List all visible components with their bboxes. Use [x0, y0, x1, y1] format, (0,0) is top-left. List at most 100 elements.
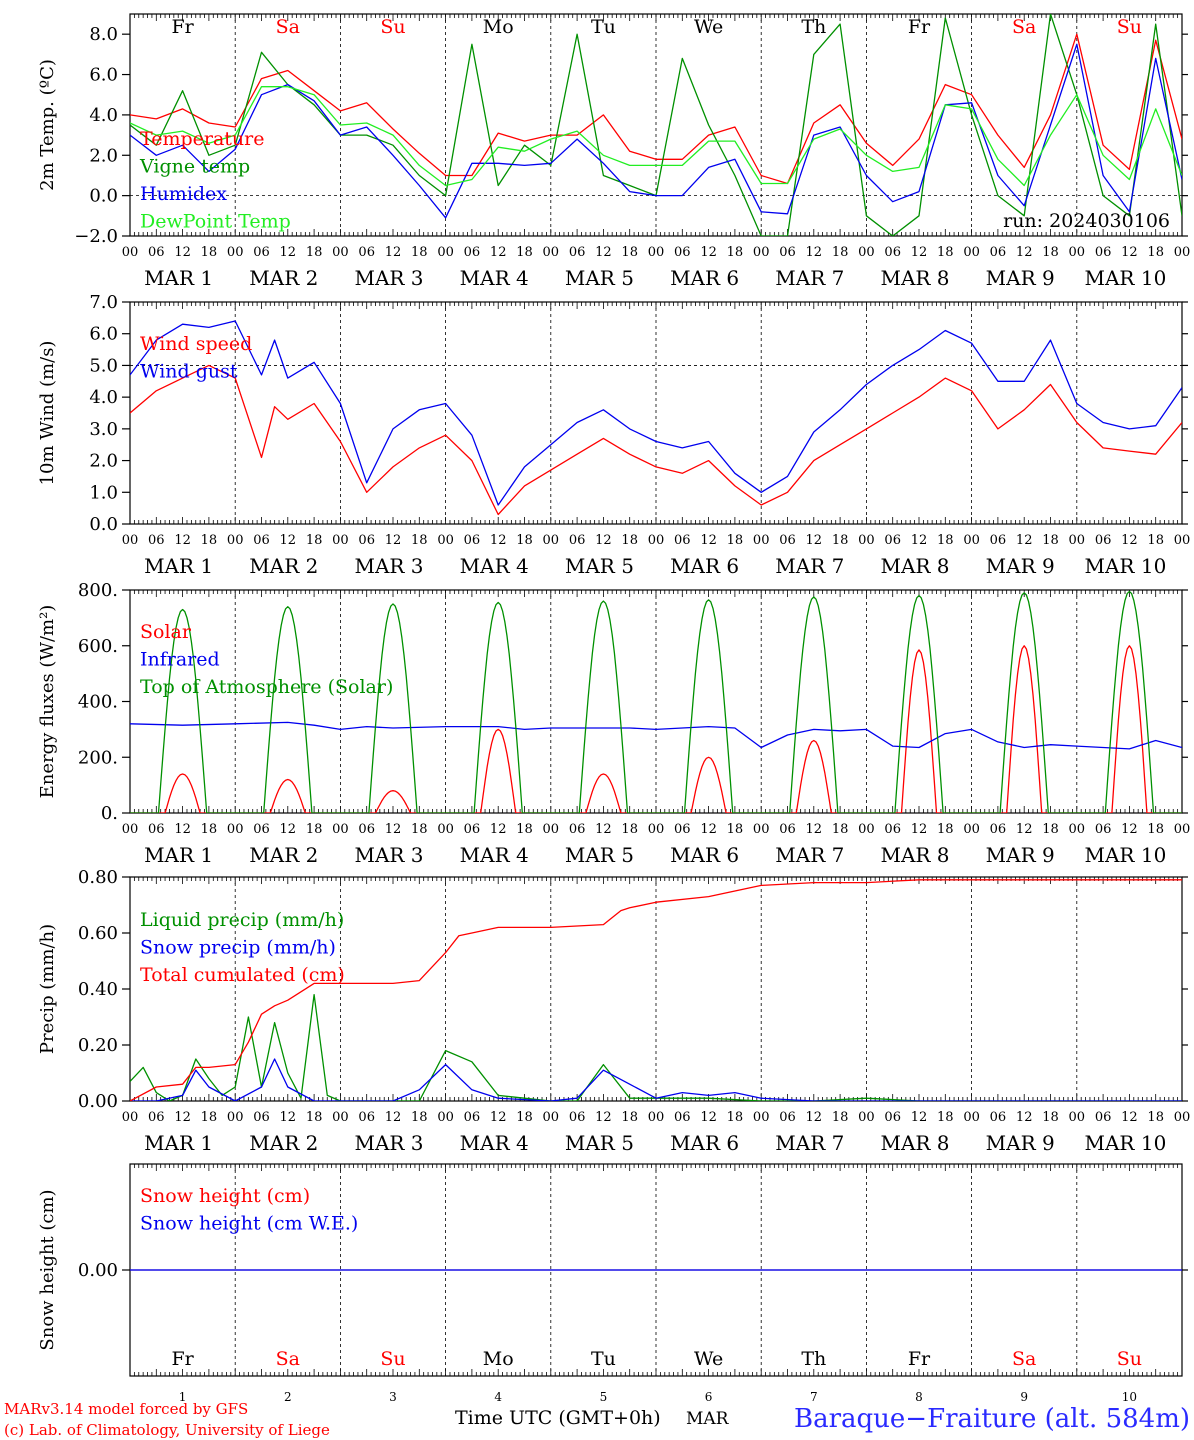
- x-hour-label: 06: [148, 533, 165, 548]
- x-hour-label: 06: [1095, 533, 1112, 548]
- x-date-label: MAR 6: [670, 1131, 739, 1155]
- x-hour-label: 06: [569, 533, 586, 548]
- x-date-label: MAR 3: [354, 266, 423, 290]
- y-tick-label: 5.0: [89, 355, 118, 376]
- x-hour-label: 00: [543, 533, 560, 548]
- x-hour-label: 18: [937, 1110, 954, 1125]
- x-hour-label: 12: [385, 1110, 402, 1125]
- day-number: 10: [1122, 1390, 1137, 1404]
- y-tick-label: 400.: [78, 692, 118, 713]
- x-hour-label: 12: [490, 245, 507, 260]
- day-name: Fr: [908, 1348, 931, 1370]
- x-hour-label: 00: [963, 533, 980, 548]
- y-tick-label: 8.0: [89, 24, 118, 45]
- y-axis-label: 2m Temp. (ºC): [37, 59, 58, 191]
- x-hour-label: 18: [306, 245, 323, 260]
- x-hour-label: 00: [122, 822, 139, 837]
- x-hour-label: 00: [227, 533, 244, 548]
- x-date-label: MAR 1: [144, 266, 213, 290]
- y-tick-label: 3.0: [89, 419, 118, 440]
- x-hour-label: 18: [621, 245, 638, 260]
- series-solar: [130, 645, 1182, 813]
- y-tick-label: 1.0: [89, 482, 118, 503]
- x-hour-label: 18: [411, 822, 428, 837]
- x-hour-label: 06: [253, 822, 270, 837]
- series-snow-precip-mm-h-: [130, 1058, 1182, 1101]
- x-hour-label: 12: [385, 533, 402, 548]
- x-hour-label: 00: [963, 1110, 980, 1125]
- series-dewpoint-temp: [130, 86, 1182, 187]
- x-hour-label: 18: [1147, 1110, 1164, 1125]
- y-axis-label: Snow height (cm): [37, 1189, 58, 1350]
- x-hour-label: 18: [937, 245, 954, 260]
- x-hour-label: 12: [1121, 1110, 1138, 1125]
- x-hour-label: 06: [884, 1110, 901, 1125]
- x-hour-label: 18: [306, 822, 323, 837]
- x-hour-label: 18: [621, 822, 638, 837]
- x-hour-label: 00: [437, 1110, 454, 1125]
- x-hour-label: 18: [201, 533, 218, 548]
- x-hour-label: 18: [201, 1110, 218, 1125]
- x-hour-label: 12: [174, 1110, 191, 1125]
- x-hour-label: 00: [227, 1110, 244, 1125]
- x-hour-label: 06: [779, 533, 796, 548]
- series-group: [130, 879, 1182, 1101]
- day-name: Su: [1117, 16, 1142, 38]
- x-hour-label: 00: [648, 1110, 665, 1125]
- x-hour-label: 06: [358, 1110, 375, 1125]
- x-date-label: MAR 7: [775, 266, 844, 290]
- panel-2: 0.0 1.0 2.0 3.0 4.0 5.0 6.0 7.0 10m Wind (m/s) 00…: [37, 292, 1190, 578]
- x-hour-label: 06: [779, 1110, 796, 1125]
- x-hour-label: 12: [700, 245, 717, 260]
- x-date-label: MAR 10: [1085, 843, 1167, 867]
- x-hour-label: 18: [1042, 533, 1059, 548]
- day-name: Mo: [483, 1348, 514, 1370]
- x-date-label: MAR 5: [565, 1131, 634, 1155]
- y-tick-label: −2.0: [74, 226, 118, 247]
- x-date-label: MAR 1: [144, 1131, 213, 1155]
- x-date-label: MAR 6: [670, 843, 739, 867]
- y-tick-label: 7.0: [89, 292, 118, 313]
- x-hour-label: 12: [280, 1110, 297, 1125]
- x-date-label: MAR 5: [565, 266, 634, 290]
- x-hour-label: 18: [832, 245, 849, 260]
- day-number: 9: [1020, 1390, 1028, 1404]
- x-hour-label: 18: [516, 245, 533, 260]
- footer-model-line2: (c) Lab. of Climatology, University of L…: [4, 1421, 330, 1439]
- x-hour-label: 12: [911, 245, 928, 260]
- x-date-label: MAR 10: [1085, 554, 1167, 578]
- x-date-label: MAR 3: [354, 843, 423, 867]
- x-hour-label: 12: [911, 822, 928, 837]
- x-hour-label: 18: [411, 245, 428, 260]
- legend-entry: Snow precip (mm/h): [140, 937, 336, 959]
- run-annotation: run: 2024030106: [1003, 210, 1170, 232]
- day-name: Fr: [171, 16, 194, 38]
- x-hour-label: 18: [1147, 245, 1164, 260]
- series-group: [130, 14, 1182, 236]
- x-hour-label: 00: [858, 533, 875, 548]
- x-hour-label: 06: [779, 245, 796, 260]
- x-date-label: MAR 7: [775, 554, 844, 578]
- x-hour-label: 18: [727, 245, 744, 260]
- legend-entry: Infrared: [140, 649, 220, 671]
- series-wind-gust: [130, 320, 1182, 506]
- day-name: Fr: [171, 1348, 194, 1370]
- x-hour-label: 00: [1174, 245, 1191, 260]
- x-hour-label: 18: [1147, 822, 1164, 837]
- x-date-label: MAR 4: [460, 554, 529, 578]
- x-hour-label: 18: [727, 533, 744, 548]
- x-hour-label: 12: [280, 533, 297, 548]
- legend-entry: Snow height (cm W.E.): [140, 1213, 358, 1235]
- x-hour-label: 00: [122, 245, 139, 260]
- x-hour-label: 12: [595, 822, 612, 837]
- y-tick-label: 2.0: [89, 145, 118, 166]
- series-temperature: [130, 33, 1182, 185]
- x-hour-label: 06: [464, 533, 481, 548]
- x-hour-label: 18: [411, 533, 428, 548]
- y-tick-label: 0.60: [78, 923, 118, 944]
- day-name: Tu: [591, 16, 616, 38]
- legend-entry: Total cumulated (cm): [140, 964, 345, 986]
- legend-entry: Wind speed: [140, 333, 252, 355]
- x-hour-label: 12: [1016, 245, 1033, 260]
- x-hour-label: 12: [280, 822, 297, 837]
